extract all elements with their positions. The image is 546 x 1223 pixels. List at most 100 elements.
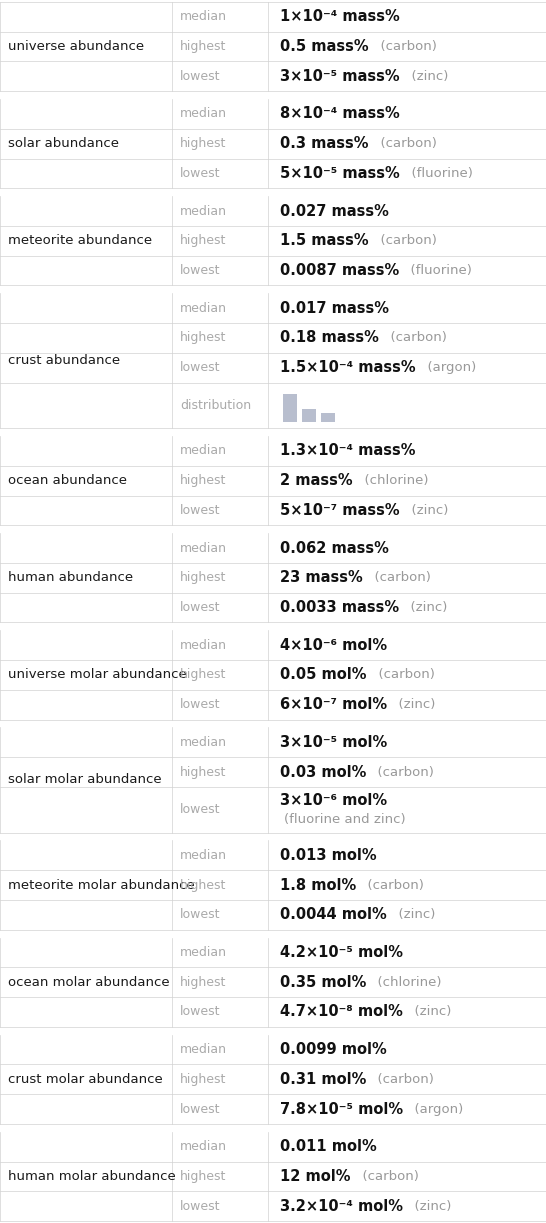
Text: 0.017 mass%: 0.017 mass% — [280, 301, 389, 316]
Text: median: median — [180, 849, 227, 862]
Text: lowest: lowest — [180, 600, 221, 614]
Text: 0.0087 mass%: 0.0087 mass% — [280, 263, 399, 278]
Text: highest: highest — [180, 1073, 227, 1086]
Text: 0.011 mol%: 0.011 mol% — [280, 1139, 377, 1155]
Text: (chlorine): (chlorine) — [355, 475, 428, 487]
Text: 0.35 mol%: 0.35 mol% — [280, 975, 366, 989]
Text: median: median — [180, 10, 227, 23]
Text: (fluorine and zinc): (fluorine and zinc) — [284, 813, 406, 827]
Text: 3×10⁻⁵ mass%: 3×10⁻⁵ mass% — [280, 68, 400, 84]
Text: crust molar abundance: crust molar abundance — [8, 1073, 163, 1086]
Text: 1.3×10⁻⁴ mass%: 1.3×10⁻⁴ mass% — [280, 444, 416, 459]
Text: lowest: lowest — [180, 361, 221, 374]
Text: highest: highest — [180, 475, 227, 487]
Text: lowest: lowest — [180, 264, 221, 278]
Text: highest: highest — [180, 669, 227, 681]
Text: median: median — [180, 945, 227, 959]
Text: lowest: lowest — [180, 1200, 221, 1213]
Text: (argon): (argon) — [419, 361, 476, 374]
Text: median: median — [180, 204, 227, 218]
Text: median: median — [180, 1140, 227, 1153]
Text: (chlorine): (chlorine) — [370, 976, 442, 988]
Text: universe abundance: universe abundance — [8, 40, 144, 53]
Text: 0.062 mass%: 0.062 mass% — [280, 541, 389, 555]
Text: median: median — [180, 638, 227, 652]
Text: 3.2×10⁻⁴ mol%: 3.2×10⁻⁴ mol% — [280, 1199, 403, 1213]
Text: highest: highest — [180, 766, 227, 779]
Text: (zinc): (zinc) — [402, 70, 448, 83]
Text: lowest: lowest — [180, 804, 221, 816]
Text: meteorite abundance: meteorite abundance — [8, 235, 152, 247]
Text: 0.18 mass%: 0.18 mass% — [280, 330, 379, 345]
Text: lowest: lowest — [180, 698, 221, 711]
Text: lowest: lowest — [180, 909, 221, 921]
Text: crust abundance: crust abundance — [8, 355, 120, 367]
Text: (carbon): (carbon) — [382, 331, 447, 345]
Text: (fluorine): (fluorine) — [403, 168, 473, 180]
Text: median: median — [180, 1043, 227, 1055]
Text: (carbon): (carbon) — [353, 1170, 418, 1183]
Text: (argon): (argon) — [406, 1102, 464, 1115]
Text: (zinc): (zinc) — [402, 600, 448, 614]
Text: (fluorine): (fluorine) — [402, 264, 472, 278]
Text: 0.05 mol%: 0.05 mol% — [280, 668, 366, 682]
Text: (zinc): (zinc) — [390, 698, 436, 711]
Text: ocean abundance: ocean abundance — [8, 475, 127, 487]
Text: (carbon): (carbon) — [370, 766, 434, 779]
Text: 1.5×10⁻⁴ mass%: 1.5×10⁻⁴ mass% — [280, 361, 416, 375]
Text: 0.03 mol%: 0.03 mol% — [280, 764, 366, 779]
Text: highest: highest — [180, 976, 227, 988]
Text: 12 mol%: 12 mol% — [280, 1169, 351, 1184]
Text: 1.5 mass%: 1.5 mass% — [280, 234, 369, 248]
Text: 4.2×10⁻⁵ mol%: 4.2×10⁻⁵ mol% — [280, 945, 403, 960]
Text: universe molar abundance: universe molar abundance — [8, 669, 187, 681]
Text: median: median — [180, 542, 227, 554]
Text: lowest: lowest — [180, 70, 221, 83]
Text: (carbon): (carbon) — [372, 40, 436, 53]
Text: (zinc): (zinc) — [406, 1005, 451, 1019]
Text: highest: highest — [180, 137, 227, 150]
Text: 0.027 mass%: 0.027 mass% — [280, 203, 389, 219]
Text: distribution: distribution — [180, 399, 251, 412]
Text: 0.0044 mol%: 0.0044 mol% — [280, 907, 387, 922]
Text: (carbon): (carbon) — [371, 137, 436, 150]
Text: 0.0099 mol%: 0.0099 mol% — [280, 1042, 387, 1057]
Text: 3×10⁻⁶ mol%: 3×10⁻⁶ mol% — [280, 793, 387, 808]
Text: 0.31 mol%: 0.31 mol% — [280, 1071, 366, 1087]
Text: 0.013 mol%: 0.013 mol% — [280, 848, 377, 862]
Text: 8×10⁻⁴ mass%: 8×10⁻⁴ mass% — [280, 106, 400, 121]
Text: 4.7×10⁻⁸ mol%: 4.7×10⁻⁸ mol% — [280, 1004, 403, 1020]
Text: 0.5 mass%: 0.5 mass% — [280, 39, 369, 54]
Text: median: median — [180, 302, 227, 314]
Text: 1.8 mol%: 1.8 mol% — [280, 878, 356, 893]
Text: (carbon): (carbon) — [370, 669, 435, 681]
Text: human molar abundance: human molar abundance — [8, 1170, 176, 1183]
Text: (zinc): (zinc) — [406, 1200, 452, 1213]
Text: solar molar abundance: solar molar abundance — [8, 773, 162, 786]
Text: median: median — [180, 108, 227, 121]
Text: lowest: lowest — [180, 168, 221, 180]
Text: highest: highest — [180, 40, 227, 53]
Text: 23 mass%: 23 mass% — [280, 570, 363, 586]
Text: lowest: lowest — [180, 504, 221, 517]
Text: median: median — [180, 736, 227, 748]
Text: (carbon): (carbon) — [372, 235, 436, 247]
Text: 5×10⁻⁵ mass%: 5×10⁻⁵ mass% — [280, 166, 400, 181]
Text: (zinc): (zinc) — [390, 909, 435, 921]
Text: 0.3 mass%: 0.3 mass% — [280, 136, 369, 152]
Text: 1×10⁻⁴ mass%: 1×10⁻⁴ mass% — [280, 10, 400, 24]
Text: (carbon): (carbon) — [370, 1073, 434, 1086]
Bar — [302, 408, 316, 422]
Text: highest: highest — [180, 1170, 227, 1183]
Text: 6×10⁻⁷ mol%: 6×10⁻⁷ mol% — [280, 697, 387, 712]
Bar — [283, 394, 297, 422]
Text: 2 mass%: 2 mass% — [280, 473, 353, 488]
Text: 5×10⁻⁷ mass%: 5×10⁻⁷ mass% — [280, 503, 400, 517]
Text: 0.0033 mass%: 0.0033 mass% — [280, 600, 399, 615]
Text: lowest: lowest — [180, 1102, 221, 1115]
Text: meteorite molar abundance: meteorite molar abundance — [8, 878, 195, 892]
Text: ocean molar abundance: ocean molar abundance — [8, 976, 170, 988]
Text: (zinc): (zinc) — [402, 504, 448, 517]
Text: highest: highest — [180, 331, 227, 345]
Text: (carbon): (carbon) — [359, 878, 424, 892]
